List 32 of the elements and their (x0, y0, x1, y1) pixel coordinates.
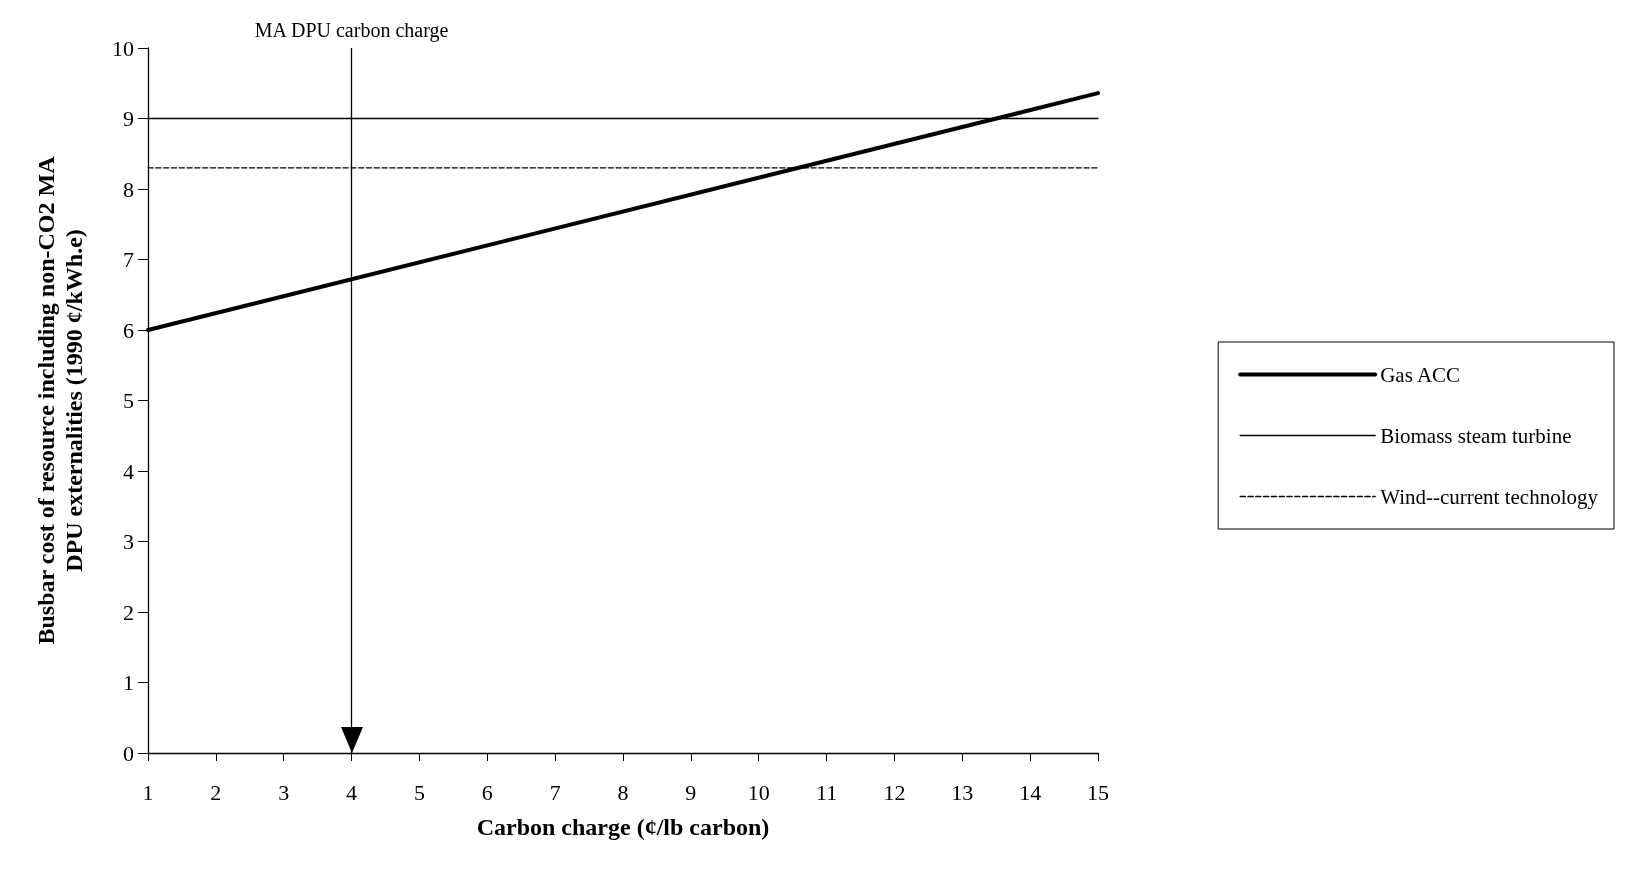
x-tick-label: 4 (346, 779, 358, 805)
text: Biomass steam turbine (1380, 423, 1572, 448)
x-axis-title: Carbon charge (¢/lb carbon) (476, 814, 770, 840)
y-tick-label: 8 (123, 176, 134, 202)
y-axis-title: Busbar cost of resource including non-CO2 MA DPU externalities (1990 ¢/kWh.e) (33, 155, 87, 645)
y-tick-label: 2 (123, 599, 134, 625)
y-tick-label: 4 (123, 458, 134, 484)
x-tick-label: 10 (747, 779, 770, 805)
x-tick-label: 1 (142, 779, 154, 805)
y-tick-label: 3 (123, 529, 134, 554)
x-tick-label: 9 (685, 779, 697, 805)
x-tick-label: 12 (883, 779, 906, 805)
x-tick-label: 2 (210, 779, 222, 805)
text: Gas ACC (1380, 362, 1461, 387)
text: Wind--current technology (1380, 484, 1599, 509)
y-tick-label: 7 (123, 247, 134, 272)
y-tick-label: 10 (112, 35, 134, 61)
x-tick-label: 3 (278, 779, 290, 805)
x-tick-label: 7 (549, 779, 561, 805)
y-tick-label: 0 (123, 740, 134, 766)
y-tick-label: 1 (123, 670, 134, 695)
x-tick-label: 5 (413, 779, 425, 805)
y-tick-label: 5 (123, 388, 134, 413)
x-tick-label: 8 (617, 779, 629, 805)
x-tick-label: 11 (815, 779, 838, 805)
x-tick-label: 6 (481, 779, 493, 805)
x-tick-label: 13 (951, 779, 974, 805)
y-tick-label: 6 (123, 317, 134, 343)
x-tick-label: 15 (1087, 779, 1109, 805)
x-tick-label: 14 (1019, 779, 1042, 805)
ref-line-label: MA DPU carbon charge (254, 19, 449, 42)
y-tick-label: 9 (123, 106, 134, 131)
